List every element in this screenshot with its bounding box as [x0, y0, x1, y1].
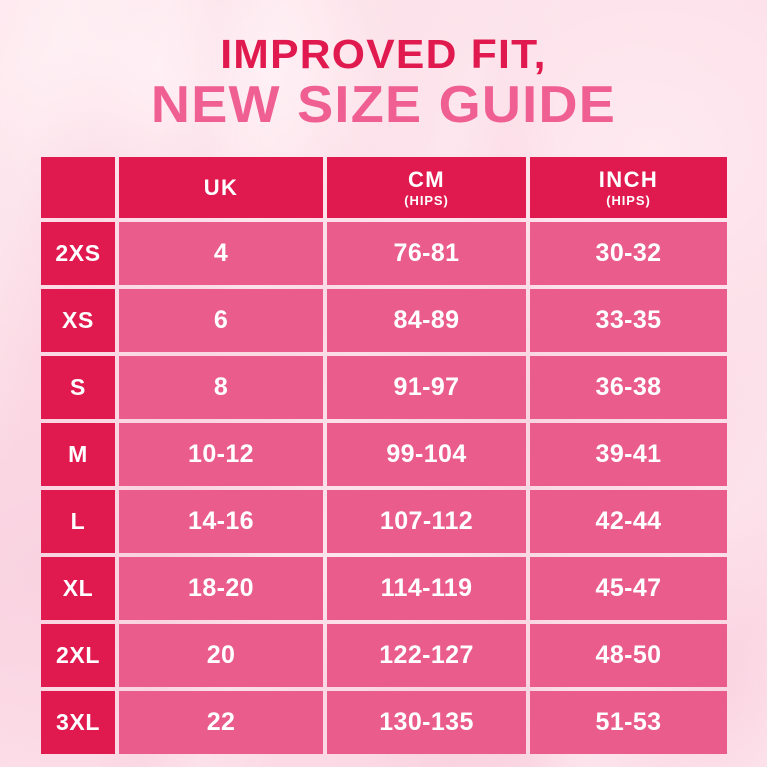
header-uk-label: UK [203, 174, 239, 200]
row-inch-value: 51-53 [530, 691, 727, 754]
header-cm-sublabel: (HIPS) [404, 192, 449, 208]
row-size-label: 2XL [41, 624, 115, 687]
table-row: 2XL 20 122-127 48-50 [41, 624, 727, 687]
table-row: M 10-12 99-104 39-41 [41, 423, 727, 486]
row-size-label: XL [41, 557, 115, 620]
header-cell-size [41, 157, 115, 218]
row-size-label: M [41, 423, 115, 486]
row-uk-value: 4 [119, 222, 323, 285]
table-row: 2XS 4 76-81 30-32 [41, 222, 727, 285]
table-row: XS 6 84-89 33-35 [41, 289, 727, 352]
table-row: S 8 91-97 36-38 [41, 356, 727, 419]
row-cm-value: 99-104 [327, 423, 526, 486]
title-line-2: NEW SIZE GUIDE [150, 76, 617, 134]
row-cm-value: 107-112 [327, 490, 526, 553]
row-size-label: S [41, 356, 115, 419]
row-inch-value: 45-47 [530, 557, 727, 620]
row-inch-value: 48-50 [530, 624, 727, 687]
row-uk-value: 8 [119, 356, 323, 419]
row-cm-value: 76-81 [327, 222, 526, 285]
table-row: 3XL 22 130-135 51-53 [41, 691, 727, 754]
row-inch-value: 39-41 [530, 423, 727, 486]
row-inch-value: 33-35 [530, 289, 727, 352]
row-size-label: 3XL [41, 691, 115, 754]
row-size-label: 2XS [41, 222, 115, 285]
header-cell-uk: UK [119, 157, 323, 218]
row-cm-value: 122-127 [327, 624, 526, 687]
row-uk-value: 6 [119, 289, 323, 352]
table-row: L 14-16 107-112 42-44 [41, 490, 727, 553]
row-uk-value: 14-16 [119, 490, 323, 553]
header-cm-label: CM [407, 166, 445, 192]
row-cm-value: 84-89 [327, 289, 526, 352]
row-uk-value: 20 [119, 624, 323, 687]
row-inch-value: 30-32 [530, 222, 727, 285]
row-size-label: XS [41, 289, 115, 352]
header-inch-label: INCH [598, 166, 659, 192]
header-cell-cm: CM (HIPS) [327, 157, 526, 218]
row-inch-value: 42-44 [530, 490, 727, 553]
table-row: XL 18-20 114-119 45-47 [41, 557, 727, 620]
row-cm-value: 91-97 [327, 356, 526, 419]
header-inch-sublabel: (HIPS) [606, 192, 651, 208]
row-cm-value: 114-119 [327, 557, 526, 620]
row-cm-value: 130-135 [327, 691, 526, 754]
row-uk-value: 10-12 [119, 423, 323, 486]
row-inch-value: 36-38 [530, 356, 727, 419]
row-size-label: L [41, 490, 115, 553]
page-title: IMPROVED FIT, NEW SIZE GUIDE [0, 34, 767, 132]
title-line-1: IMPROVED FIT, [220, 31, 547, 77]
row-uk-value: 18-20 [119, 557, 323, 620]
header-cell-inch: INCH (HIPS) [530, 157, 727, 218]
table-header-row: UK CM (HIPS) INCH (HIPS) [41, 157, 727, 218]
row-uk-value: 22 [119, 691, 323, 754]
size-chart-table: UK CM (HIPS) INCH (HIPS) 2XS 4 76-81 30-… [41, 157, 727, 754]
